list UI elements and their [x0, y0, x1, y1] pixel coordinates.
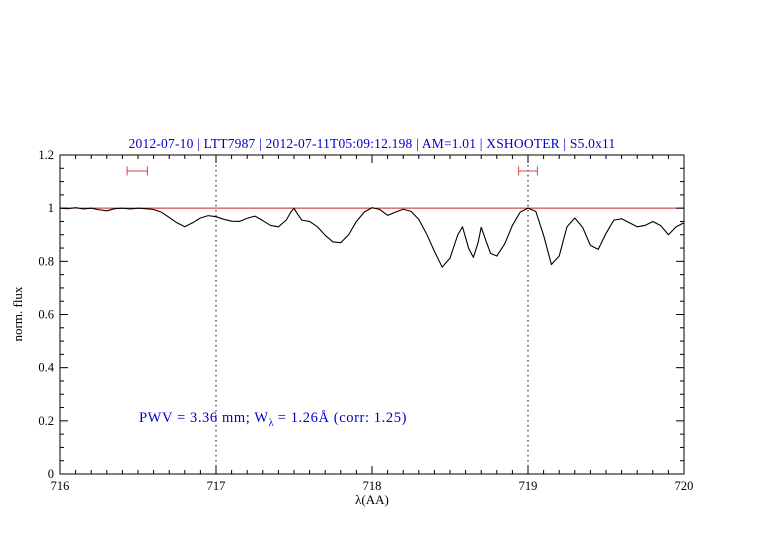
y-tick-label: 1.2 [38, 148, 54, 162]
y-tick-label: 0.2 [38, 414, 54, 428]
pwv-annotation: PWV = 3.36 mm; Wλ = 1.26Å (corr: 1.25) [139, 410, 407, 429]
y-axis-label: norm. flux [10, 286, 25, 342]
chart-title: 2012-07-10 | LTT7987 | 2012-07-11T05:09:… [128, 136, 616, 151]
y-tick-label: 0.6 [38, 308, 54, 322]
y-tick-label: 0 [48, 467, 54, 481]
y-tick-label: 0.8 [38, 254, 54, 268]
x-tick-label: 716 [51, 479, 70, 493]
x-axis-label: λ(AA) [355, 492, 389, 507]
annotation-subscript: λ [268, 417, 274, 429]
x-tick-label: 717 [207, 479, 226, 493]
x-tick-label: 720 [675, 479, 694, 493]
y-tick-label: 0.4 [38, 361, 54, 375]
y-tick-label: 1 [48, 201, 54, 215]
annotation-prefix: PWV = 3.36 mm; W [139, 410, 269, 426]
x-tick-label: 719 [519, 479, 538, 493]
annotation-suffix: = 1.26Å (corr: 1.25) [273, 410, 408, 426]
x-tick-label: 718 [363, 479, 382, 493]
spectrum-line [59, 207, 685, 268]
